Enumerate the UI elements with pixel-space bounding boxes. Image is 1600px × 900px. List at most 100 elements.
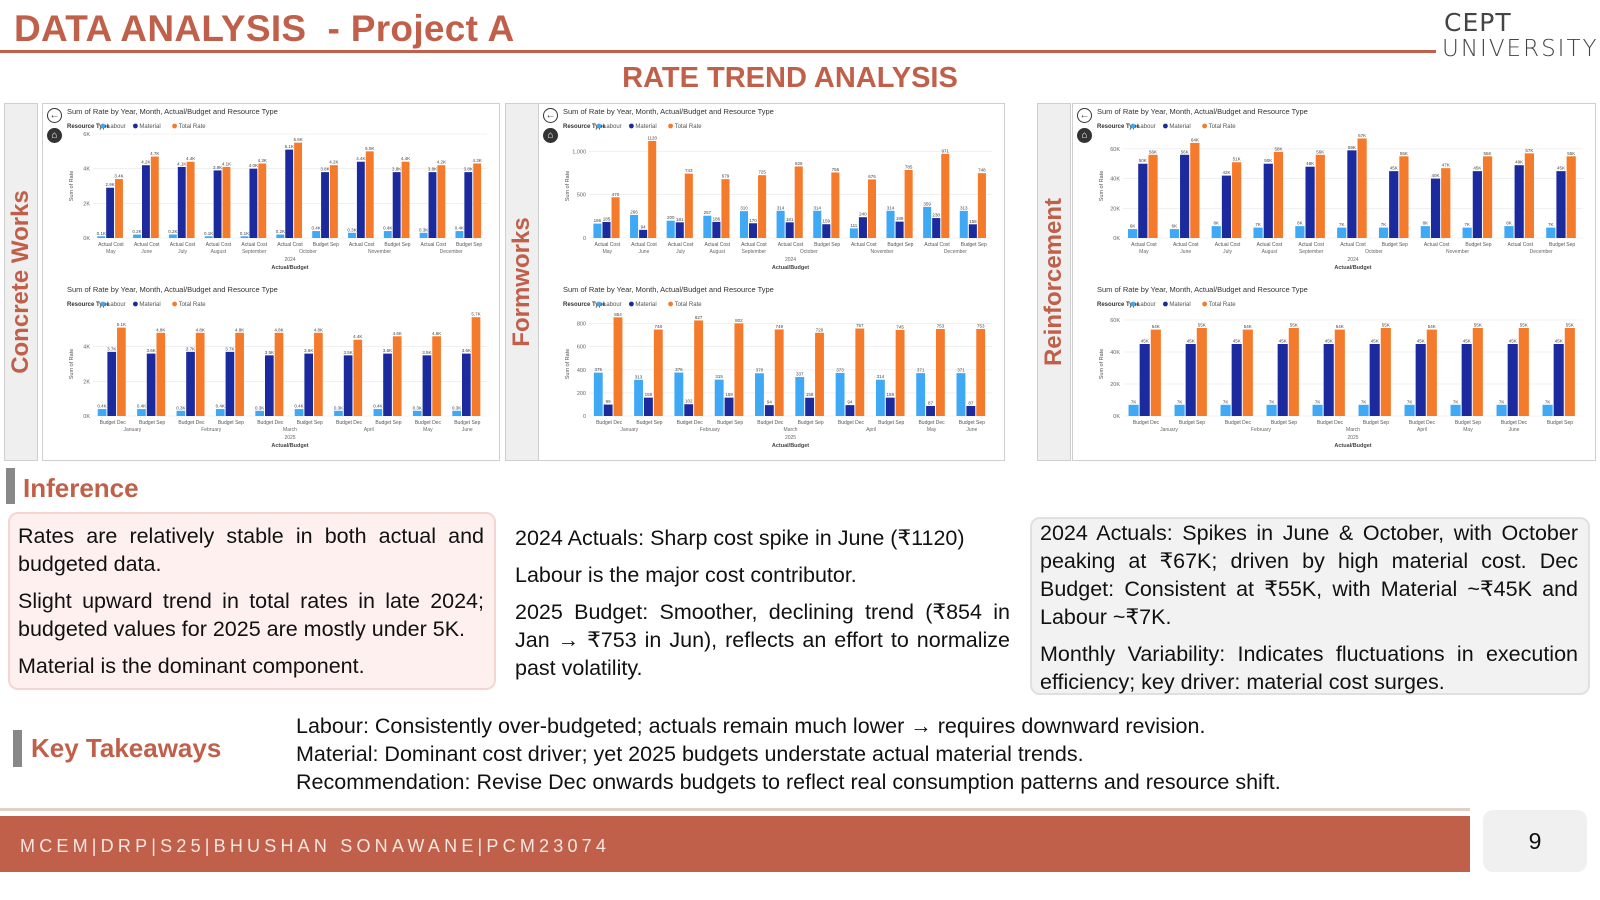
chart-reinforcement-2024: Sum of Rate by Year, Month, Actual/Budge…	[1093, 106, 1589, 276]
data-label: 55K	[1484, 151, 1492, 156]
data-label: 7K	[1381, 222, 1387, 227]
data-label: 159	[645, 392, 653, 397]
data-label: 55K	[1382, 323, 1390, 328]
x-tick-label: Actual Cost	[241, 242, 267, 248]
bar-labour	[886, 210, 895, 238]
year-label: 2024	[1347, 257, 1358, 263]
inference-accent-bar	[6, 468, 15, 504]
bar-material	[885, 397, 895, 416]
month-label: December	[1530, 249, 1553, 255]
data-label: 679	[722, 174, 730, 179]
y-tick-label: 40K	[1110, 350, 1120, 356]
bar-total-rate	[294, 142, 303, 238]
y-tick-label: 20K	[1110, 206, 1120, 212]
bar-labour	[348, 232, 356, 238]
y-tick-label: 500	[577, 193, 586, 199]
bar-labour	[97, 409, 107, 416]
month-label: February	[700, 427, 721, 433]
bar-total-rate	[1315, 154, 1325, 238]
y-axis-label: Sum of Rate	[565, 171, 571, 202]
data-label: 3.8K	[320, 167, 329, 172]
x-tick-label: Actual Cost	[1131, 242, 1157, 248]
chart-concrete-2024: Sum of Rate by Year, Month, Actual/Budge…	[63, 106, 493, 276]
y-tick-label: 2K	[83, 379, 90, 385]
bar-material	[356, 161, 365, 238]
data-label: 55K	[1566, 323, 1574, 328]
data-label: 189	[896, 216, 904, 221]
month-label: December	[944, 249, 967, 255]
data-label: 5.0K	[365, 146, 374, 151]
logo-line-2: UNIVERSITY	[1442, 36, 1599, 62]
legend-marker	[1130, 123, 1136, 129]
home-icon[interactable]: ⌂	[47, 128, 62, 143]
bar-labour	[714, 379, 724, 416]
home-icon[interactable]: ⌂	[543, 128, 558, 143]
data-label: 58K	[1274, 146, 1282, 151]
data-label: 186	[713, 216, 721, 221]
bar-total-rate	[1288, 328, 1299, 416]
legend-title: Resource Type	[563, 124, 606, 130]
data-label: 314	[887, 205, 895, 210]
bar-total-rate	[1148, 154, 1158, 238]
data-label: 54K	[1428, 324, 1436, 329]
inference-formworks-box: 2024 Actuals: Sharp cost spike in June (…	[515, 520, 1010, 691]
legend-title: Resource Type	[67, 124, 110, 130]
data-label: 3.8K	[464, 167, 473, 172]
month-label: August	[211, 249, 227, 255]
data-label: 725	[758, 170, 766, 175]
data-label: 375	[595, 367, 603, 372]
bar-chart-svg: Sum of Rate by Year, Month, Actual/Budge…	[67, 285, 487, 449]
bar-material	[968, 224, 977, 238]
bar-labour	[312, 231, 321, 238]
data-label: 7K	[1499, 399, 1505, 404]
data-label: 0.3K	[255, 405, 264, 410]
bar-labour	[1420, 226, 1430, 238]
bar-labour	[455, 231, 464, 238]
bar-labour	[1337, 227, 1347, 238]
data-label: 743	[685, 168, 693, 173]
bar-material	[285, 149, 294, 238]
data-label: 5.1K	[117, 322, 126, 327]
inference-text: Labour is the major cost contributor.	[515, 563, 857, 587]
bar-labour	[1542, 404, 1553, 416]
back-arrow-icon[interactable]: ←	[47, 108, 62, 123]
panel-label-concrete: Concrete Works	[4, 103, 38, 461]
data-label: 87	[968, 400, 974, 405]
x-tick-label: Budget Dec	[415, 420, 442, 426]
chart-formworks-2025: Sum of Rate by Year, Month, Actual/Budge…	[559, 284, 998, 454]
back-arrow-icon[interactable]: ←	[543, 108, 558, 123]
bar-material	[304, 353, 314, 416]
bar-total-rate	[329, 165, 338, 238]
data-label: 757	[856, 323, 864, 328]
x-tick-label: Budget Sep	[878, 420, 904, 426]
bar-material	[602, 221, 611, 238]
data-label: 4.4K	[186, 156, 195, 161]
bar-material	[1185, 344, 1196, 416]
bar-labour	[1128, 229, 1138, 238]
legend-entry: Labour	[603, 302, 622, 308]
x-tick-label: Budget Sep	[1547, 420, 1573, 426]
chart-title: Sum of Rate by Year, Month, Actual/Budge…	[1097, 285, 1308, 294]
y-tick-label: 0	[583, 414, 586, 420]
bar-material	[966, 405, 976, 416]
bar-labour	[1211, 226, 1221, 238]
data-label: 45K	[1325, 339, 1333, 344]
data-label: 6K	[1172, 224, 1178, 229]
x-tick-label: Actual Cost	[1424, 242, 1450, 248]
bar-total-rate	[365, 151, 374, 238]
data-label: 48K	[1306, 161, 1314, 166]
data-label: 45K	[1417, 339, 1425, 344]
data-label: 373	[836, 367, 844, 372]
bar-material	[1221, 175, 1232, 238]
back-arrow-icon[interactable]: ←	[1077, 108, 1092, 123]
home-icon[interactable]: ⌂	[1077, 128, 1092, 143]
bar-total-rate	[648, 140, 657, 238]
takeaway-line: Labour: Consistently over-budgeted; actu…	[296, 714, 1206, 738]
bar-material	[1138, 163, 1148, 238]
bar-total-rate	[684, 173, 693, 238]
x-tick-label: Actual Cost	[277, 242, 303, 248]
data-label: 854	[614, 312, 622, 317]
bar-material	[749, 223, 758, 238]
data-label: 4.4K	[356, 156, 365, 161]
inference-text: 2024 Actuals: Spikes in June & October, …	[1040, 521, 1578, 629]
